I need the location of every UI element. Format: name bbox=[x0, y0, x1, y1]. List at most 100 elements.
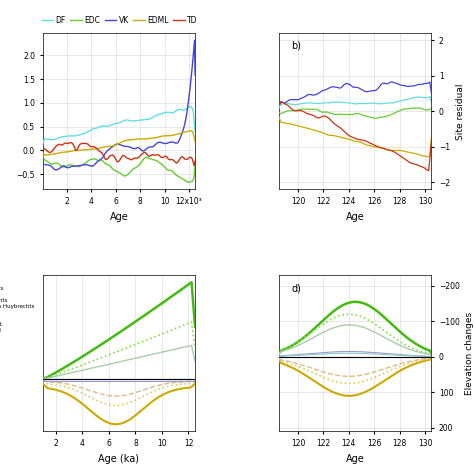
Line: EDC Parrenin: EDC Parrenin bbox=[43, 283, 195, 379]
Dome_F Pollard bbox=[192, 376, 198, 382]
Line: EDC: EDC bbox=[43, 155, 195, 182]
TALEICE Poland bbox=[130, 376, 136, 382]
VK bbox=[67, 164, 73, 170]
Vostok Pollard bbox=[133, 378, 139, 384]
EDC Parrenin bbox=[130, 320, 136, 326]
EDC bbox=[186, 179, 191, 185]
DF bbox=[67, 133, 73, 139]
Dome_F Pollard bbox=[40, 376, 46, 382]
TALEICE Poland bbox=[192, 376, 198, 382]
TALEICE Poland bbox=[168, 376, 174, 382]
Text: d): d) bbox=[291, 283, 301, 293]
EDML Huybrechts bbox=[134, 412, 139, 418]
DF bbox=[155, 112, 160, 118]
EDC Huybrechts bbox=[178, 323, 183, 329]
EDC Huybrechts bbox=[40, 376, 46, 382]
EDC Huybrechts bbox=[130, 342, 136, 348]
EDML Huybrechts bbox=[169, 388, 174, 394]
DF bbox=[142, 117, 147, 123]
EDC Pollard bbox=[168, 347, 174, 353]
Dome_F Pollard bbox=[130, 376, 136, 382]
Line: DF: DF bbox=[43, 107, 195, 144]
EDML bbox=[42, 152, 48, 158]
TD bbox=[155, 152, 161, 157]
EDML bbox=[109, 143, 115, 149]
EDML spitsnem Huybrechts bbox=[130, 398, 136, 404]
EDML Pollard bbox=[169, 380, 174, 386]
VK bbox=[40, 155, 46, 160]
EDML Pollard bbox=[179, 379, 184, 385]
EDC bbox=[40, 152, 46, 157]
DF bbox=[192, 129, 198, 135]
EDC bbox=[67, 162, 73, 167]
EDC Huybrechts bbox=[192, 346, 198, 351]
EDC bbox=[109, 165, 114, 171]
DF bbox=[187, 104, 193, 109]
Line: EDML Pollard: EDML Pollard bbox=[43, 381, 195, 396]
VK bbox=[155, 140, 161, 146]
EDC Parrenin bbox=[40, 376, 46, 382]
EDC Huybrechts bbox=[168, 328, 174, 333]
Vostok Pollard bbox=[130, 378, 136, 384]
DF bbox=[130, 118, 136, 124]
TD bbox=[191, 163, 197, 169]
Vostok Pollard bbox=[40, 378, 46, 384]
Line: EDML spitsnem Huybrechts: EDML spitsnem Huybrechts bbox=[43, 382, 195, 405]
Vostok Pollard bbox=[178, 378, 183, 384]
EDC Parrenin bbox=[133, 319, 139, 324]
TD bbox=[79, 141, 85, 146]
EDML Huybrechts bbox=[179, 386, 184, 392]
EDC bbox=[155, 158, 160, 164]
TD bbox=[192, 158, 198, 164]
EDC Parrenin bbox=[178, 287, 183, 293]
Dome_F Pollard bbox=[130, 376, 136, 382]
EDC Parrenin bbox=[192, 324, 198, 330]
TD bbox=[40, 147, 46, 153]
VK bbox=[79, 162, 85, 168]
Vostok Pollard bbox=[40, 378, 46, 384]
EDML bbox=[192, 138, 198, 144]
X-axis label: Age: Age bbox=[109, 211, 128, 221]
Dome_F Pollard bbox=[168, 376, 174, 382]
EDML spitsnem Huybrechts bbox=[113, 402, 119, 408]
DF bbox=[79, 131, 85, 137]
EDML spitsnem Huybrechts bbox=[192, 379, 198, 384]
VK bbox=[54, 167, 59, 173]
Legend: DF, EDC, VK, EDML, TD: DF, EDC, VK, EDML, TD bbox=[39, 13, 201, 28]
Vostok Pollard bbox=[192, 378, 198, 384]
TALEICE Poland bbox=[40, 376, 46, 382]
VK bbox=[192, 72, 198, 78]
VK bbox=[191, 37, 197, 43]
VK bbox=[142, 147, 147, 153]
EDC Pollard bbox=[133, 355, 139, 361]
TD bbox=[142, 149, 147, 155]
X-axis label: Age (ka): Age (ka) bbox=[99, 454, 139, 464]
EDML spitsnem Huybrechts bbox=[131, 398, 137, 404]
Y-axis label: Elevation changes: Elevation changes bbox=[465, 312, 474, 395]
Line: EDML Huybrechts: EDML Huybrechts bbox=[43, 383, 195, 424]
EDC Pollard bbox=[40, 376, 46, 382]
EDML bbox=[155, 135, 161, 140]
EDML Huybrechts bbox=[40, 381, 46, 387]
EDC Huybrechts bbox=[40, 376, 46, 382]
EDML spitsnem Huybrechts bbox=[179, 381, 184, 387]
EDC Pollard bbox=[40, 376, 46, 382]
TD bbox=[67, 140, 73, 146]
TALEICE Poland bbox=[178, 376, 183, 382]
EDC Parrenin bbox=[40, 376, 46, 382]
EDML spitsnem Huybrechts bbox=[169, 383, 174, 388]
Vostok Pollard bbox=[130, 378, 136, 384]
Line: VK: VK bbox=[43, 40, 195, 170]
EDML Pollard bbox=[40, 378, 46, 383]
Dome_F Pollard bbox=[133, 376, 139, 382]
EDC Pollard bbox=[130, 356, 136, 362]
EDML Huybrechts bbox=[131, 414, 137, 419]
Legend: EDC Parrenin, EDC Huybrechts, EDC Pollard, EDML Huybrechts, EDML spitsnem Huybre: EDC Parrenin, EDC Huybrechts, EDC Pollar… bbox=[0, 278, 37, 335]
EDML bbox=[142, 136, 147, 142]
TD bbox=[68, 140, 73, 146]
EDML Huybrechts bbox=[40, 381, 46, 386]
EDML Pollard bbox=[113, 393, 118, 399]
EDC Parrenin bbox=[189, 280, 194, 285]
EDML Huybrechts bbox=[192, 381, 198, 387]
EDC Huybrechts bbox=[130, 343, 136, 348]
